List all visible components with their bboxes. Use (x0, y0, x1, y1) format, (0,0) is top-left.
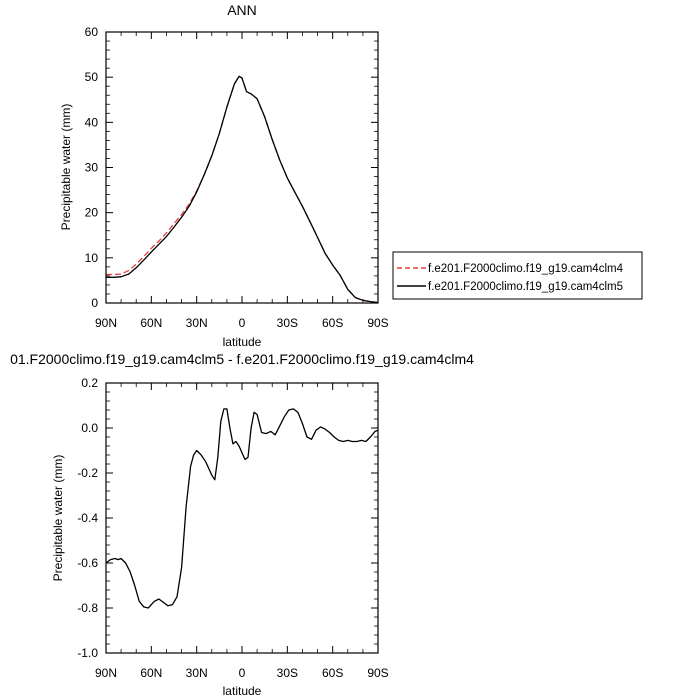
x-tick-label: 90S (367, 316, 388, 330)
legend-box (392, 251, 643, 300)
y-tick-label: -0.4 (77, 511, 98, 525)
bottom-panel: 01.F2000climo.f19_g19.cam4clm5 - f.e201.… (10, 351, 474, 698)
y-tick-label: -0.6 (77, 556, 98, 570)
x-tick-label: 30N (186, 316, 208, 330)
bottom-plot-frame (105, 382, 379, 654)
y-tick-label: 50 (85, 70, 99, 84)
x-tick-label: 30S (277, 316, 298, 330)
x-tick-label: 30N (186, 666, 208, 680)
y-tick-label: 30 (85, 161, 99, 175)
y-tick-label: -0.8 (77, 601, 98, 615)
bottom-y-tick-labels: -1.0 -0.8 -0.6 -0.4 -0.2 0.0 0.2 (77, 376, 98, 660)
legend: f.e201.F2000climo.f19_g19.cam4clm4 f.e20… (392, 251, 643, 300)
series-line-0 (106, 75, 379, 304)
legend-label-clm5: f.e201.F2000climo.f19_g19.cam4clm5 (428, 281, 623, 293)
top-x-axis-label: latitude (223, 335, 262, 349)
top-x-tick-labels: 90N 60N 30N 0 30S 60S 90S (95, 316, 389, 330)
bottom-chart-title: 01.F2000climo.f19_g19.cam4clm5 - f.e201.… (10, 351, 474, 367)
x-tick-label: 0 (239, 666, 246, 680)
bottom-x-axis-label: latitude (223, 684, 262, 698)
x-tick-label: 30S (277, 666, 298, 680)
x-tick-label: 90N (95, 666, 117, 680)
bottom-series-group (105, 408, 379, 609)
bottom-y-axis-label: Precipitable water (mm) (51, 455, 65, 582)
top-chart-title: ANN (227, 2, 257, 18)
y-tick-label: 0 (91, 296, 98, 310)
top-y-axis-label: Precipitable water (mm) (59, 104, 73, 231)
top-axis-marks (105, 31, 379, 304)
x-tick-label: 0 (239, 316, 246, 330)
x-tick-label: 60S (322, 666, 343, 680)
x-tick-label: 60N (140, 316, 162, 330)
y-tick-label: 20 (85, 206, 99, 220)
y-tick-label: 0.2 (81, 376, 98, 390)
bottom-axis-marks (105, 382, 379, 654)
y-tick-label: -1.0 (77, 646, 98, 660)
y-tick-label: 0.0 (81, 421, 98, 435)
x-tick-label: 60S (322, 316, 343, 330)
top-panel: ANN 0 10 20 30 40 50 60 90N 60N 30N 0 30S 60S 90S Pr… (59, 2, 389, 349)
bottom-x-tick-labels: 90N 60N 30N 0 30S 60S 90S (95, 666, 389, 680)
x-tick-label: 90S (367, 666, 388, 680)
y-tick-label: 10 (85, 251, 99, 265)
y-tick-label: -0.2 (77, 466, 98, 480)
x-tick-label: 90N (95, 316, 117, 330)
series-line-1 (106, 75, 379, 304)
x-tick-label: 60N (140, 666, 162, 680)
top-y-tick-labels: 0 10 20 30 40 50 60 (85, 25, 99, 310)
y-tick-label: 60 (85, 25, 99, 39)
top-plot-frame (105, 31, 379, 304)
series-line-0 (105, 408, 379, 609)
top-series-group (106, 75, 379, 304)
legend-label-clm4: f.e201.F2000climo.f19_g19.cam4clm4 (428, 263, 624, 275)
y-tick-label: 40 (85, 115, 99, 129)
